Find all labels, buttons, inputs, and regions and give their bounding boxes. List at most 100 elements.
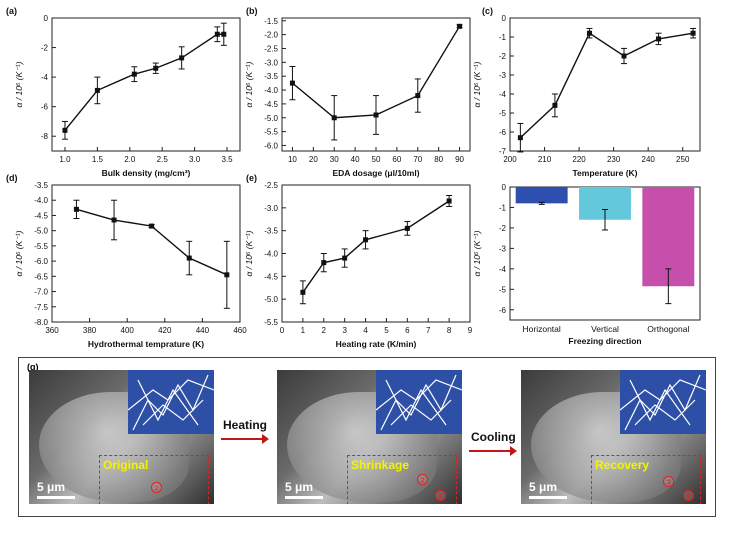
chart-f: -6 -5 -4 -3 -2 -1 0 Horizontal Vertical Orthogona… — [472, 183, 701, 346]
y-tick-label: -3.5 — [34, 181, 48, 190]
marker-1: ① — [435, 490, 446, 501]
x-tick-label: 10 — [288, 155, 297, 164]
x-tick-label: 20 — [309, 155, 318, 164]
y-tick-label: -4.5 — [34, 211, 48, 220]
x-tick-label: 1.0 — [59, 155, 71, 164]
y-axis-label: α / 10⁶ (K⁻¹) — [14, 230, 24, 276]
data-point — [331, 115, 337, 121]
y-tick-label: -8.0 — [34, 318, 48, 327]
x-tick-label: 230 — [607, 155, 621, 164]
y-axis-label: α / 10⁶ (K⁻¹) — [472, 230, 482, 276]
y-tick-label: -4.5 — [264, 272, 278, 281]
x-tick-label: 8 — [447, 326, 452, 335]
x-tick-label: 440 — [196, 326, 210, 335]
y-axis-label: α / 10⁶ (K⁻¹) — [472, 61, 482, 107]
data-point — [586, 30, 592, 36]
cooling-arrow — [469, 446, 517, 456]
x-tick-label: 9 — [468, 326, 473, 335]
data-point — [131, 71, 137, 77]
y-tick-label: -2.0 — [264, 31, 278, 40]
y-axis-label: α / 10⁶ (K⁻¹) — [244, 61, 254, 107]
data-point — [149, 223, 155, 229]
x-tick-label: 360 — [45, 326, 59, 335]
y-tick-label: -6.0 — [34, 257, 48, 266]
x-tick-label: 90 — [455, 155, 464, 164]
y-tick-label: -7.5 — [34, 303, 48, 312]
binary-inset — [376, 370, 462, 434]
y-tick-label: -5 — [499, 285, 507, 294]
y-tick-label: -2 — [41, 44, 49, 53]
series-line — [64, 33, 224, 131]
x-tick-label: 2.5 — [157, 155, 169, 164]
scale-bar — [529, 496, 567, 499]
y-tick-label: -1 — [499, 203, 507, 212]
panel-label: (a) — [6, 6, 17, 16]
x-tick-label: 5 — [384, 326, 389, 335]
data-point — [186, 255, 192, 261]
x-tick-label: 200 — [503, 155, 517, 164]
x-tick-label: 210 — [538, 155, 552, 164]
x-tick-label: 3.5 — [221, 155, 233, 164]
marker-3: ③ — [663, 476, 674, 487]
x-tick-label: 2 — [322, 326, 327, 335]
data-point — [111, 217, 117, 223]
data-point — [214, 31, 220, 37]
x-axis-label: Heating rate (K/min) — [336, 339, 417, 349]
binary-inset — [620, 370, 706, 434]
marker-2: ② — [683, 490, 694, 501]
y-tick-label: -2.5 — [264, 44, 278, 53]
plot-frame — [51, 184, 241, 323]
y-tick-label: -6.0 — [264, 141, 278, 150]
region-box — [591, 455, 701, 504]
x-axis-label: Hydrothermal temprature (K) — [88, 339, 204, 349]
y-tick-label: -1 — [499, 33, 507, 42]
y-tick-label: -5.0 — [264, 114, 278, 123]
series-line — [519, 32, 694, 139]
data-point — [62, 127, 68, 133]
data-point — [289, 80, 295, 86]
data-point — [415, 93, 421, 99]
category-label: Horizontal — [523, 324, 561, 334]
state-label-original: Original — [103, 458, 149, 472]
sem-image-shrinkage: Shrinkage ② ① 5 μm — [277, 370, 462, 504]
data-point — [342, 255, 348, 261]
x-tick-label: 220 — [572, 155, 586, 164]
scale-bar — [285, 496, 323, 499]
y-tick-label: -4 — [499, 90, 507, 99]
data-point — [446, 198, 452, 204]
panel-g-label: (g) — [27, 362, 39, 372]
y-tick-label: -2 — [499, 52, 507, 61]
y-tick-label: -4.0 — [264, 86, 278, 95]
x-tick-label: 420 — [158, 326, 172, 335]
chart-d: -8.0 -7.5 -7.0 -6.5 -6.0 -5.5 -5.0 -4.5 -4.0 -3.5… — [6, 173, 247, 349]
y-tick-label: -5.5 — [264, 318, 278, 327]
y-tick-label: 0 — [502, 183, 507, 192]
y-tick-label: -1.5 — [264, 17, 278, 26]
data-point — [179, 55, 185, 61]
y-tick-label: -7 — [499, 147, 507, 156]
x-axis-label: Freezing direction — [568, 336, 641, 346]
data-point — [363, 237, 369, 243]
heating-arrow — [221, 434, 269, 444]
series-line — [302, 200, 450, 293]
y-tick-label: -6.5 — [34, 272, 48, 281]
scale-label: 5 μm — [37, 480, 66, 494]
y-tick-label: -4.0 — [34, 196, 48, 205]
y-tick-label: -6 — [499, 128, 507, 137]
y-tick-label: -4.5 — [264, 100, 278, 109]
y-axis-label: α / 10⁶ (K⁻¹) — [14, 61, 24, 107]
sem-image-original: Original ② 5 μm — [29, 370, 214, 504]
y-tick-label: -3.0 — [264, 58, 278, 67]
data-point — [656, 36, 662, 42]
data-point — [404, 225, 410, 231]
x-axis-label: EDA dosage (μl/10ml) — [332, 168, 419, 178]
panel-label: (b) — [246, 6, 258, 16]
y-tick-label: -2.5 — [264, 181, 278, 190]
x-tick-label: 460 — [233, 326, 247, 335]
x-tick-label: 70 — [413, 155, 422, 164]
y-tick-label: 0 — [502, 14, 507, 23]
data-point — [224, 272, 230, 278]
data-point — [552, 102, 558, 108]
sem-panel: (g) Original ② 5 μm Heating Shrinkage ② … — [18, 357, 716, 517]
series-line — [76, 208, 228, 276]
